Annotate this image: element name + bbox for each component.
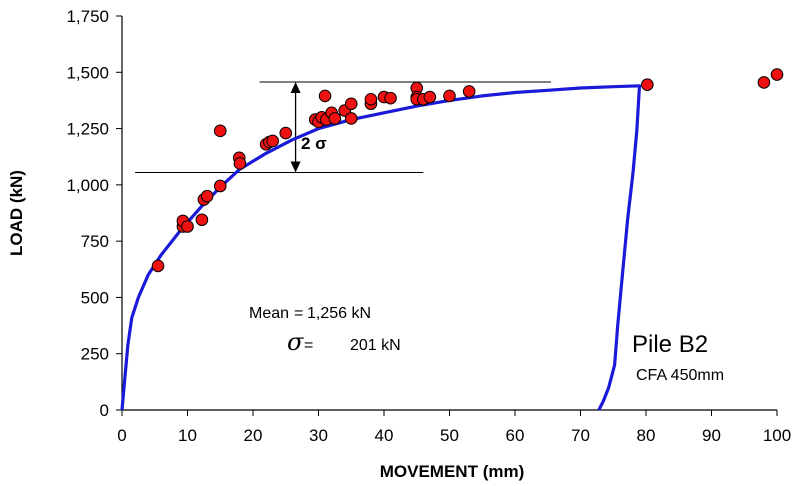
mean-equals: = [294, 305, 303, 322]
x-tick-label: 20 [244, 426, 263, 445]
data-point [423, 90, 437, 104]
axes [116, 15, 778, 416]
x-tick-label: 80 [637, 426, 656, 445]
two-sigma-label: 2 σ [301, 134, 327, 153]
y-tick-label: 250 [81, 345, 109, 364]
x-tick-label: 30 [309, 426, 328, 445]
y-tick-label: 500 [81, 288, 109, 307]
data-point [328, 112, 342, 125]
y-tick-label: 1,750 [66, 7, 109, 26]
data-point [279, 126, 293, 140]
data-point [151, 259, 165, 273]
y-tick-label: 750 [81, 232, 109, 251]
data-point [344, 112, 358, 125]
fitted-curve-line [120, 84, 642, 411]
x-tick-label: 0 [117, 426, 126, 445]
x-tick-label: 10 [178, 426, 197, 445]
mean-value: 1,256 kN [307, 305, 371, 322]
pile-name: Pile B2 [632, 331, 708, 358]
x-tick-label: 70 [571, 426, 590, 445]
sigma-value: 201 kN [350, 337, 401, 354]
y-tick-label: 1,000 [66, 176, 109, 195]
data-point [757, 76, 771, 89]
x-tick-label: 100 [763, 426, 791, 445]
data-point [641, 78, 654, 91]
sigma-band [135, 81, 552, 173]
data-point [344, 97, 358, 111]
mean-label: Mean [249, 305, 289, 322]
data-point [181, 220, 194, 233]
data-point [233, 157, 247, 170]
x-tick-label: 50 [440, 426, 459, 445]
fitted-curve [120, 84, 642, 411]
data-point [200, 189, 214, 203]
data-point [266, 134, 279, 148]
data-point [462, 85, 476, 98]
data-point [213, 179, 227, 193]
test-points [151, 68, 784, 273]
data-point [364, 93, 378, 106]
y-axis-label: LOAD (kN) [7, 170, 26, 256]
data-point [318, 89, 332, 103]
two-sigma-arrowhead-up [290, 81, 301, 93]
x-tick-label: 60 [506, 426, 525, 445]
two-sigma-arrowhead-down [290, 161, 301, 173]
sigma-symbol: σ [287, 328, 304, 356]
y-tick-label: 1,250 [66, 120, 109, 139]
tick-labels: 0 250 500 750 1,000 1,250 1,500 1,750 0 10 20 30 40 5… [66, 7, 791, 445]
pile-type: CFA 450mm [636, 367, 724, 384]
x-tick-label: 90 [702, 426, 721, 445]
data-point [195, 213, 209, 227]
data-point [384, 91, 397, 105]
y-tick-label: 1,500 [66, 63, 109, 82]
x-tick-label: 40 [375, 426, 394, 445]
y-tick-label: 0 [100, 401, 109, 420]
x-axis-label: MOVEMENT (mm) [380, 462, 525, 481]
sigma-equals: = [304, 337, 313, 354]
data-point [443, 89, 456, 103]
data-point [770, 68, 784, 81]
data-point [213, 124, 227, 138]
